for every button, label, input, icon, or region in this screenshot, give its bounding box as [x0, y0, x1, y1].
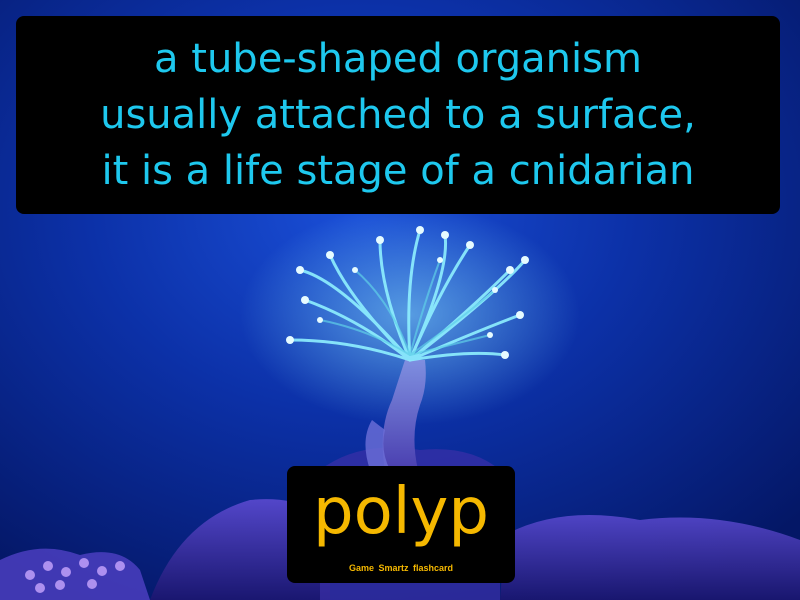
definition-panel: a tube-shaped organism usually attached …: [16, 16, 780, 214]
definition-text: a tube-shaped organism usually attached …: [100, 36, 696, 194]
brand-label: Game Smartz flashcard: [348, 563, 454, 573]
term-panel: polyp Game Smartz flashcard: [287, 466, 515, 583]
term-title: polyp: [312, 475, 490, 549]
